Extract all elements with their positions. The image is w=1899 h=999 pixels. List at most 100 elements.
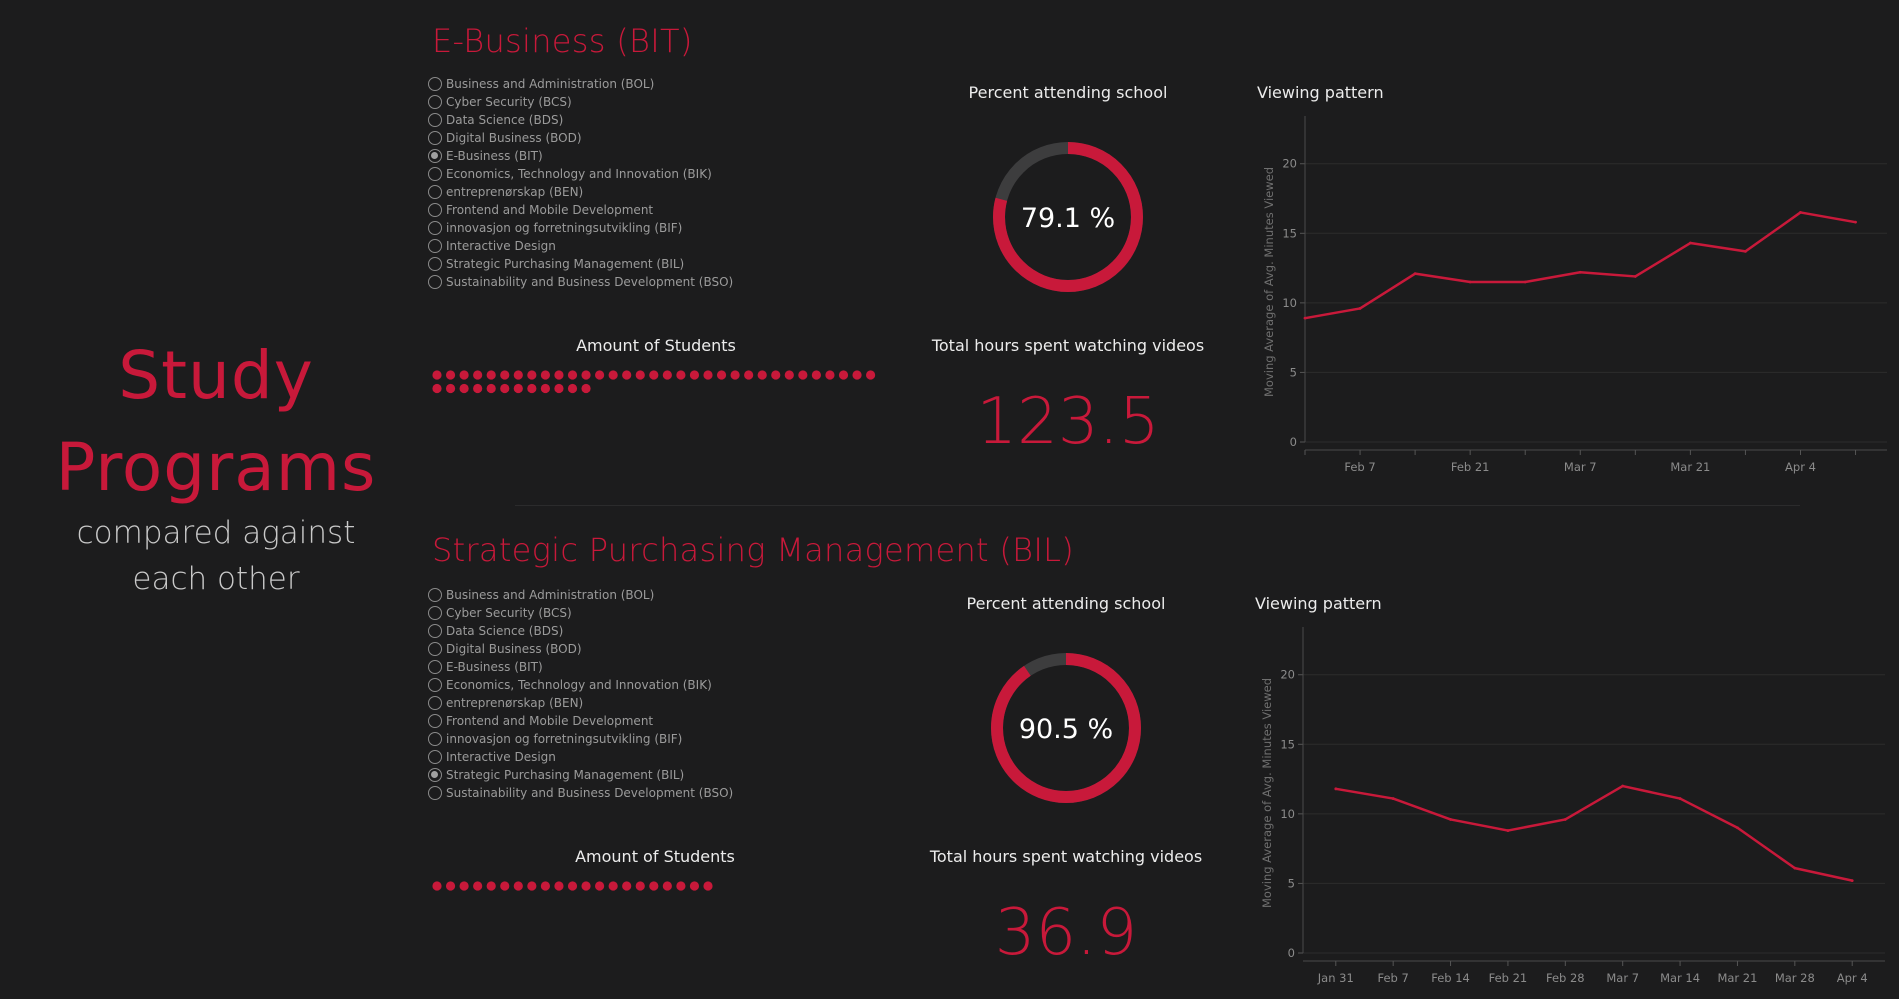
radio-option[interactable]: E-Business (BIT) [428, 658, 733, 676]
radio-option[interactable]: Business and Administration (BOL) [428, 586, 733, 604]
radio-option[interactable]: Digital Business (BOD) [428, 640, 733, 658]
hours-label: Total hours spent watching videos [929, 847, 1203, 866]
radio-circle-icon [428, 786, 442, 800]
y-tick-label: 5 [1290, 365, 1297, 379]
radio-option[interactable]: Interactive Design [428, 748, 733, 766]
radio-option-label: Business and Administration (BOL) [446, 588, 655, 602]
radio-circle-icon [428, 149, 442, 163]
radio-option[interactable]: Sustainability and Business Development … [428, 784, 733, 802]
data-point [1799, 211, 1802, 214]
y-tick-label: 20 [1282, 157, 1297, 171]
student-dot [445, 370, 456, 380]
radio-option-label: Economics, Technology and Innovation (BI… [446, 678, 712, 692]
radio-option[interactable]: entreprenørskap (BEN) [428, 183, 733, 201]
student-dots [432, 881, 713, 891]
viewing-pattern-label: Viewing pattern [1255, 594, 1382, 613]
x-tick-label: Mar 7 [1606, 971, 1639, 985]
radio-option-label: Digital Business (BOD) [446, 131, 582, 145]
student-dot [744, 370, 754, 380]
x-tick-label: Apr 4 [1785, 460, 1816, 474]
data-point [1793, 866, 1797, 870]
radio-option-label: Strategic Purchasing Management (BIL) [446, 768, 685, 782]
hero-title-line2: Programs [55, 429, 377, 506]
radio-option[interactable]: Cyber Security (BCS) [428, 93, 733, 111]
radio-option[interactable]: Data Science (BDS) [428, 622, 733, 640]
y-tick-label: 10 [1282, 296, 1297, 310]
x-tick-label: Feb 28 [1546, 971, 1585, 985]
data-point [1358, 307, 1362, 310]
radio-circle-icon [428, 768, 442, 782]
x-tick-label: Feb 7 [1344, 460, 1375, 474]
student-dot [757, 370, 767, 380]
donut-arc [991, 653, 1141, 803]
radio-option[interactable]: Interactive Design [428, 237, 733, 255]
student-dot [500, 383, 510, 394]
student-dot [784, 370, 794, 380]
radio-circle-icon [428, 131, 442, 145]
radio-option[interactable]: Economics, Technology and Innovation (BI… [428, 676, 733, 694]
radio-option[interactable]: Digital Business (BOD) [428, 129, 733, 147]
x-tick-label: Jan 31 [1317, 971, 1354, 985]
hero-subtitle-line1: compared against [76, 515, 356, 551]
radio-circle-icon [428, 95, 442, 109]
series-line [1304, 211, 1856, 320]
radio-option[interactable]: Strategic Purchasing Management (BIL) [428, 255, 733, 273]
donut-arc [993, 142, 1143, 292]
radio-circle-icon [428, 660, 442, 674]
radio-option[interactable]: innovasjon og forretningsutvikling (BIF) [428, 730, 733, 748]
student-dot [676, 370, 686, 380]
radio-circle-icon [428, 732, 442, 746]
student-dot [540, 383, 550, 394]
y-axis-title: Moving Average of Avg. Minutes Viewed [1262, 167, 1276, 397]
student-dot [554, 881, 564, 891]
radio-option-label: Interactive Design [446, 750, 556, 764]
hero-subtitle-line2: each other [132, 561, 300, 597]
y-tick-label: 20 [1280, 668, 1295, 682]
radio-circle-icon [428, 203, 442, 217]
x-tick-label: Mar 21 [1670, 460, 1710, 474]
radio-option[interactable]: Frontend and Mobile Development [428, 201, 733, 219]
student-dot [581, 383, 591, 394]
radio-option[interactable]: Economics, Technology and Innovation (BI… [428, 165, 733, 183]
student-dot [689, 881, 700, 891]
student-dot [866, 370, 876, 380]
student-dot [527, 383, 537, 394]
x-tick-label: Mar 28 [1775, 971, 1815, 985]
program-panel-top: E-Business (BIT) Business and Administra… [428, 22, 1887, 474]
student-dot [689, 370, 700, 380]
attendance-percent: 79.1 % [1021, 203, 1115, 234]
radio-option-label: innovasjon og forretningsutvikling (BIF) [446, 732, 683, 746]
series-line [1335, 784, 1853, 882]
x-tick-label: Feb 14 [1431, 971, 1470, 985]
data-point [1563, 818, 1567, 821]
radio-option[interactable]: Data Science (BDS) [428, 111, 733, 129]
data-point [1850, 879, 1854, 883]
radio-option[interactable]: Business and Administration (BOL) [428, 75, 733, 93]
student-dot [649, 370, 659, 380]
student-dot [459, 881, 469, 891]
radio-circle-icon [428, 113, 442, 127]
data-point [1523, 280, 1527, 284]
data-point [1688, 241, 1692, 245]
radio-option[interactable]: innovasjon og forretningsutvikling (BIF) [428, 219, 733, 237]
radio-option-selected[interactable]: E-Business (BIT) [428, 147, 733, 165]
student-dot [527, 881, 537, 891]
radio-option[interactable]: Frontend and Mobile Development [428, 712, 733, 730]
radio-option[interactable]: entreprenørskap (BEN) [428, 694, 733, 712]
radio-option[interactable]: Cyber Security (BCS) [428, 604, 733, 622]
hero-title-line1: Study [118, 337, 314, 414]
student-dot [473, 370, 483, 380]
radio-circle-icon [428, 185, 442, 199]
x-tick-label: Mar 7 [1564, 460, 1597, 474]
student-dot [540, 881, 550, 891]
radio-option[interactable]: Sustainability and Business Development … [428, 273, 733, 291]
radio-option-selected[interactable]: Strategic Purchasing Management (BIL) [428, 766, 733, 784]
students-label: Amount of Students [575, 847, 735, 866]
y-tick-label: 15 [1280, 737, 1295, 751]
student-dot [432, 383, 442, 394]
y-tick-label: 10 [1280, 807, 1295, 821]
data-point [1449, 818, 1452, 821]
data-point [1678, 797, 1682, 800]
x-tick-label: Feb 21 [1489, 971, 1528, 985]
x-tick-label: Feb 7 [1377, 971, 1408, 985]
